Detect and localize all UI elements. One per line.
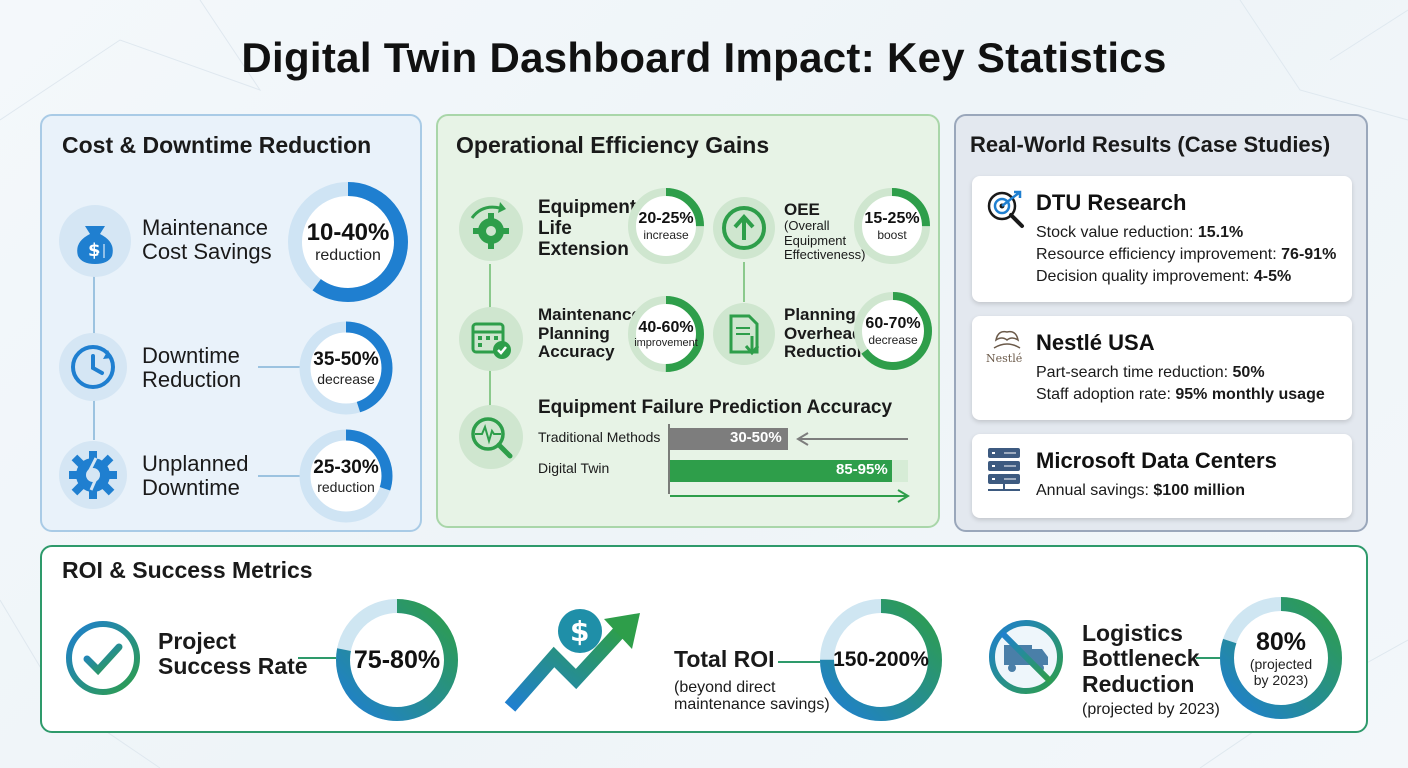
ring-fill bbox=[336, 599, 458, 721]
money-bag-down-icon: $ bbox=[59, 205, 131, 277]
planning-overhead-label: Planning Overhead Reduction bbox=[784, 305, 868, 362]
roi-panel-title: ROI & Success Metrics bbox=[62, 557, 313, 583]
roi-success-panel: ROI & Success Metrics Project Success Rat… bbox=[40, 545, 1368, 733]
cost-panel-title: Cost & Downtime Reduction bbox=[62, 132, 372, 158]
dtu-line-3: Decision quality improvement: 4-5% bbox=[1036, 268, 1292, 285]
microsoft-title: Microsoft Data Centers bbox=[1036, 448, 1277, 473]
equipment-life-ring bbox=[628, 188, 704, 264]
calendar-check-icon bbox=[459, 307, 523, 371]
dtu-line-1: Stock value reduction: 15.1% bbox=[1036, 224, 1244, 241]
total-roi-value: 150-200% bbox=[833, 648, 929, 671]
planning-accuracy-ring bbox=[628, 296, 704, 372]
clock-refresh-icon bbox=[59, 333, 127, 401]
gear-refresh-icon bbox=[459, 197, 523, 261]
maintenance-cost-label: Maintenance Cost Savings bbox=[142, 215, 272, 264]
nestle-card: Nestlé Nestlé USA Part-search time reduc… bbox=[972, 316, 1352, 420]
oee-ring bbox=[854, 188, 930, 264]
no-truck-icon bbox=[989, 620, 1063, 694]
maintenance-cost-ring bbox=[288, 182, 408, 302]
traditional-methods-label: Traditional Methods bbox=[538, 429, 661, 445]
total-roi-ring bbox=[820, 599, 942, 721]
magnifier-pulse-icon bbox=[459, 405, 523, 469]
arrow-up-circle-icon bbox=[713, 197, 775, 259]
ring-fill bbox=[854, 188, 930, 264]
checkmark-circle-icon bbox=[66, 621, 140, 695]
svg-text:$: $ bbox=[88, 240, 101, 261]
ring-fill bbox=[299, 429, 393, 523]
traditional-bar bbox=[670, 428, 788, 450]
nestle-line-1: Part-search time reduction: 50% bbox=[1036, 364, 1265, 381]
nestle-title: Nestlé USA bbox=[1036, 330, 1155, 355]
planning-overhead-ring bbox=[854, 292, 932, 370]
ring-fill bbox=[820, 599, 942, 721]
dtu-line-2: Resource efficiency improvement: 76-91% bbox=[1036, 246, 1337, 263]
cost-downtime-panel: Cost & Downtime Reduction $ Maintenance C… bbox=[40, 114, 422, 532]
broken-gear-icon bbox=[59, 441, 127, 509]
planning-accuracy-label: Maintenance Planning Accuracy bbox=[538, 305, 641, 362]
ring-fill bbox=[299, 321, 393, 415]
ring-fill bbox=[628, 296, 704, 372]
microsoft-line-1: Annual savings: $100 million bbox=[1036, 482, 1245, 499]
maintenance-cost-value: 10-40% reduction bbox=[306, 219, 390, 264]
document-download-icon bbox=[713, 303, 775, 365]
equipment-life-label: Equipment Life Extension bbox=[538, 197, 637, 260]
page-title: Digital Twin Dashboard Impact: Key Stati… bbox=[241, 34, 1167, 81]
downtime-reduction-ring bbox=[299, 321, 393, 415]
svg-text:Nestlé: Nestlé bbox=[986, 352, 1022, 365]
total-roi-sublabel: (beyond direct maintenance savings) bbox=[674, 679, 830, 714]
success-connector bbox=[298, 657, 338, 659]
digital-twin-label: Digital Twin bbox=[538, 460, 610, 476]
target-magnifier-icon bbox=[987, 190, 1024, 228]
ops-panel-title: Operational Efficiency Gains bbox=[456, 132, 770, 158]
planning-accuracy-value: 40-60% improvement bbox=[634, 319, 698, 349]
project-success-ring bbox=[336, 599, 458, 721]
unplanned-downtime-value: 25-30% reduction bbox=[313, 457, 379, 495]
ring-fill bbox=[288, 182, 408, 302]
project-success-label: Project Success Rate bbox=[158, 628, 308, 680]
digital-twin-bar bbox=[670, 460, 892, 482]
dollar-growth-arrow-icon: $ bbox=[504, 609, 640, 712]
microsoft-card: Microsoft Data Centers Annual savings: $… bbox=[972, 434, 1352, 518]
logistics-connector bbox=[1196, 657, 1222, 659]
logistics-value: 80% (projected by 2023) bbox=[1249, 628, 1313, 688]
nestle-line-2: Staff adoption rate: 95% monthly usage bbox=[1036, 386, 1325, 403]
total-roi-label: Total ROI bbox=[674, 646, 775, 672]
failure-prediction-title: Equipment Failure Prediction Accuracy bbox=[538, 397, 893, 418]
equipment-life-value: 20-25% increase bbox=[638, 210, 694, 242]
real-panel-title: Real-World Results (Case Studies) bbox=[970, 132, 1331, 157]
roi-connector bbox=[778, 661, 822, 663]
cost-connectors bbox=[93, 274, 300, 477]
oee-value: 15-25% boost bbox=[864, 210, 920, 242]
project-success-value: 75-80% bbox=[353, 645, 441, 674]
logistics-ring bbox=[1220, 597, 1342, 719]
nestle-logo: Nestlé bbox=[986, 330, 1022, 365]
planning-overhead-value: 60-70% decrease bbox=[865, 315, 921, 347]
logistics-label: Logistics Bottleneck Reduction bbox=[1082, 620, 1200, 697]
ops-connectors bbox=[489, 262, 745, 406]
server-rack-icon bbox=[988, 448, 1020, 491]
ring-fill bbox=[854, 292, 932, 370]
unplanned-downtime-label: Unplanned Downtime bbox=[142, 451, 249, 500]
operational-efficiency-panel: Operational Efficiency Gains Equipment Li… bbox=[436, 114, 940, 528]
failure-prediction-bars bbox=[668, 424, 910, 503]
oee-label: OEE (Overall Equipment Effectiveness) bbox=[784, 200, 866, 263]
ring-fill bbox=[628, 188, 704, 264]
ring-fill bbox=[1220, 597, 1342, 719]
logistics-sublabel: (projected by 2023) bbox=[1082, 701, 1220, 718]
digital-twin-value: 85-95% bbox=[836, 461, 888, 478]
dtu-title: DTU Research bbox=[1036, 190, 1187, 215]
svg-text:$: $ bbox=[570, 615, 589, 648]
unplanned-downtime-ring bbox=[299, 429, 393, 523]
downtime-reduction-value: 35-50% decrease bbox=[313, 349, 379, 387]
real-world-results-panel: Real-World Results (Case Studies) DTU Re… bbox=[954, 114, 1368, 532]
dtu-card: DTU Research Stock value reduction: 15.1… bbox=[972, 176, 1352, 302]
downtime-reduction-label: Downtime Reduction bbox=[142, 343, 242, 392]
